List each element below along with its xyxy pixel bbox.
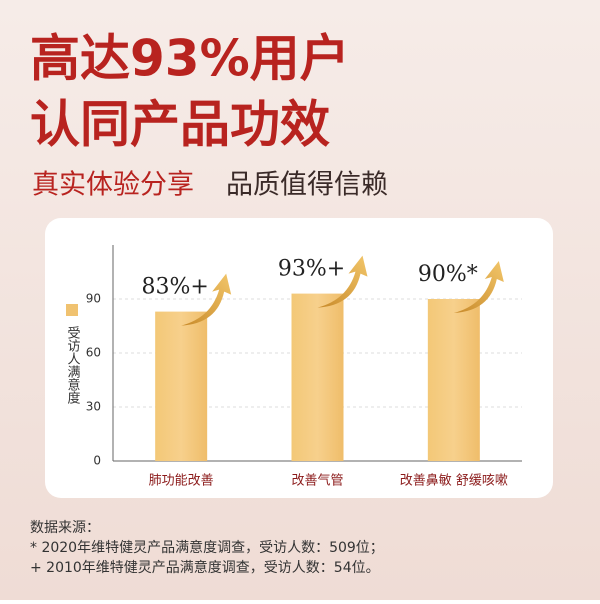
subtitle: 品质值得信赖 (226, 170, 388, 201)
y-tick-label: 0 (93, 454, 101, 468)
bar (427, 299, 480, 461)
footnote: * 2020年维特健灵产品满意度调查，受访人数：509位； (30, 539, 384, 556)
x-tick-label: 改善鼻敏 舒缓咳嗽 (400, 473, 508, 489)
arrow (317, 255, 368, 308)
legend-label: 受访人满意度 (65, 326, 81, 404)
footnote: + 2010年维特健灵产品满意度调查，受访人数：54位。 (30, 559, 380, 576)
x-tick-label: 肺功能改善 (149, 473, 214, 489)
bar (291, 293, 344, 461)
bar (155, 311, 208, 461)
arrow (453, 261, 504, 313)
title-line: 认同产品功效 (30, 96, 330, 154)
value-label: 83%+ (141, 275, 208, 300)
legend-swatch (66, 304, 78, 316)
y-tick-label: 60 (86, 346, 101, 360)
y-tick-label: 90 (86, 292, 101, 306)
footnote: 数据来源： (30, 520, 100, 536)
value-label: 93%+ (278, 257, 345, 282)
subtitle: 真实体验分享 (32, 170, 194, 201)
title-line: 高达93%用户 (30, 30, 350, 88)
x-tick-label: 改善气管 (291, 473, 343, 489)
arrow (181, 273, 232, 326)
y-tick-label: 30 (86, 400, 101, 414)
value-label: 90%* (418, 262, 478, 287)
